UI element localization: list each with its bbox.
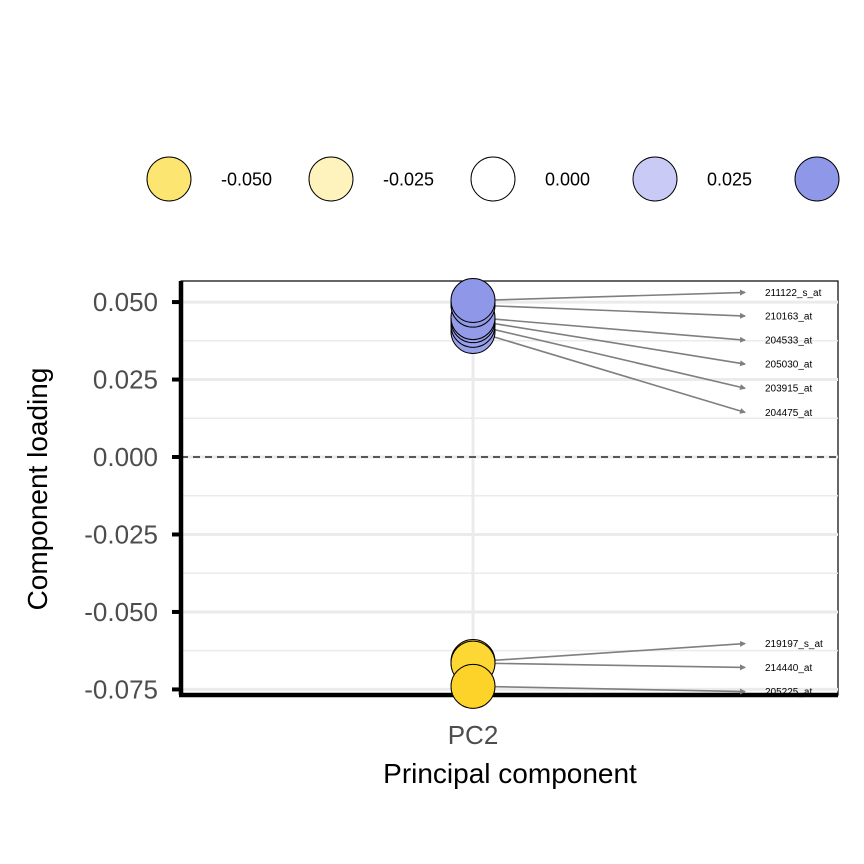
point-label: 211122_s_at	[765, 288, 822, 299]
label-connector	[475, 289, 746, 302]
plot-area: 0.050 0.025 0.000 -0.025 -0.050 -0.075 PC2 2111…	[84, 278, 839, 750]
x-axis-title: Principal component	[383, 758, 637, 789]
label-connector	[475, 640, 746, 663]
label-connector	[475, 324, 746, 391]
legend-label: 0.000	[545, 170, 590, 190]
y-tick-label: -0.025	[84, 519, 158, 549]
legend-key	[794, 156, 840, 202]
y-tick-label: -0.050	[84, 597, 158, 627]
y-tick-label: -0.075	[84, 674, 158, 704]
legend-label: -0.050	[221, 170, 272, 190]
point-label: 205225_at	[765, 687, 812, 698]
legend-label: 0.025	[707, 170, 752, 190]
legend-key	[146, 156, 192, 202]
data-point	[450, 278, 496, 324]
point-label: 210163_at	[765, 312, 812, 323]
point-label: 205030_at	[765, 360, 812, 371]
legend-key	[308, 156, 354, 202]
x-tick-label: PC2	[448, 720, 499, 750]
label-connector	[475, 662, 746, 671]
y-axis-title: Component loading	[22, 368, 53, 611]
label-connector	[475, 330, 746, 414]
legend-key	[470, 156, 516, 202]
y-tick-label: 0.025	[93, 365, 158, 395]
y-tick-label: 0.050	[93, 287, 158, 317]
point-label: 204475_at	[765, 408, 812, 419]
label-connector	[475, 316, 746, 343]
y-tick-label: 0.000	[93, 442, 158, 472]
label-connector	[475, 304, 746, 319]
point-label: 203915_at	[765, 384, 812, 395]
point-label: 204533_at	[765, 336, 812, 347]
point-label: 214440_at	[765, 663, 812, 674]
label-connector	[475, 685, 746, 695]
legend-label: -0.025	[383, 170, 434, 190]
legend-key	[632, 156, 678, 202]
point-label: 219197_s_at	[765, 639, 823, 650]
label-connector	[475, 319, 746, 367]
plot-panel	[180, 280, 839, 696]
data-point	[450, 663, 496, 709]
